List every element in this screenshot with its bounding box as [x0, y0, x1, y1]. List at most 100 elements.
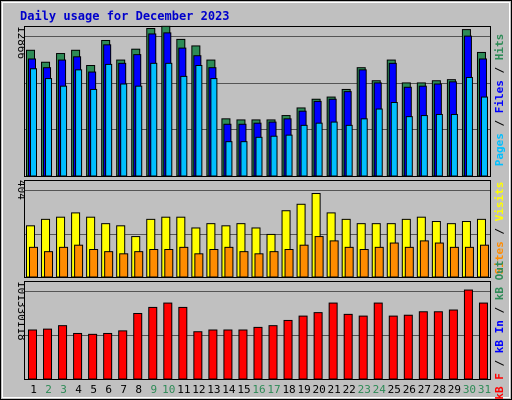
- hits-bar-pages-day-6: [105, 63, 113, 177]
- kbytes-bar-kb-f-day-8: [133, 312, 143, 380]
- hits-bar-pages-day-7: [120, 83, 128, 177]
- visits-bar-sites-day-10: [164, 249, 174, 278]
- hits-bar-pages-day-26: [405, 116, 413, 177]
- hits-bar-pages-day-9: [150, 62, 158, 177]
- day-label-18: 18: [282, 383, 295, 396]
- hits-bar-pages-day-4: [75, 69, 83, 177]
- visits-bar-sites-day-22: [344, 246, 354, 278]
- day-label-17: 17: [267, 383, 280, 396]
- visits-bar-sites-day-8: [134, 251, 144, 278]
- kbytes-bar-kb-f-day-1: [28, 329, 37, 380]
- hits-bar-pages-day-23: [360, 118, 368, 177]
- hits-bar-pages-day-19: [300, 124, 308, 177]
- day-label-6: 6: [105, 383, 112, 396]
- chart-title: Daily usage for December 2023: [20, 9, 230, 23]
- visits-bar-sites-day-5: [89, 249, 99, 278]
- visits-bar-sites-day-9: [149, 249, 159, 278]
- visits-bar-sites-day-6: [104, 251, 114, 278]
- day-label-3: 3: [60, 383, 67, 396]
- day-label-24: 24: [373, 383, 387, 396]
- visits-bar-sites-day-12: [194, 253, 204, 278]
- kbytes-bar-kb-f-day-15: [238, 329, 248, 380]
- hits-bar-pages-day-3: [60, 85, 68, 177]
- visits-bar-sites-day-29: [449, 246, 459, 278]
- hits-bar-pages-day-22: [345, 124, 353, 177]
- kbytes-bar-kb-f-day-3: [58, 325, 68, 380]
- kbytes-bar-kb-f-day-23: [358, 315, 368, 380]
- visits-bar-sites-day-4: [74, 244, 84, 278]
- hits-bar-pages-day-13: [210, 78, 218, 177]
- kbytes-bar-kb-f-day-21: [328, 302, 338, 380]
- day-label-11: 11: [177, 383, 190, 396]
- day-label-31: 31: [478, 383, 491, 396]
- day-label-26: 26: [403, 383, 416, 396]
- kbytes-bar-kb-f-day-7: [118, 330, 128, 380]
- day-label-28: 28: [433, 383, 446, 396]
- visits-bar-sites-day-17: [269, 251, 279, 278]
- hits-bar-pages-day-30: [465, 76, 473, 177]
- visits-bar-sites-day-18: [284, 249, 294, 278]
- kbytes-bar-kb-f-day-11: [178, 306, 188, 380]
- kbytes-bar-kb-f-day-4: [73, 332, 83, 380]
- visits-bar-sites-day-31: [479, 244, 489, 278]
- visits-bar-sites-day-28: [434, 242, 444, 278]
- day-label-16: 16: [252, 383, 265, 396]
- hits-bar-pages-day-17: [270, 135, 278, 177]
- visits-bar-sites-day-7: [119, 253, 129, 278]
- visits-bar-sites-day-25: [389, 242, 399, 278]
- kbytes-bar-kb-f-day-29: [448, 309, 458, 380]
- visits-bar-sites-day-24: [374, 246, 384, 278]
- visits-bar-sites-day-30: [464, 246, 474, 278]
- visits-bar-sites-day-15: [239, 251, 249, 278]
- day-label-22: 22: [343, 383, 356, 396]
- visits-bar-sites-day-27: [419, 240, 429, 278]
- hits-bar-pages-day-24: [375, 108, 383, 177]
- hits-bar-pages-day-8: [135, 85, 143, 177]
- kbytes-bar-kb-f-day-25: [388, 315, 398, 380]
- day-label-21: 21: [328, 383, 341, 396]
- visits-bar-sites-day-23: [359, 249, 369, 278]
- kbytes-bar-kb-f-day-19: [298, 315, 308, 380]
- hits-bar-pages-day-27: [420, 115, 428, 177]
- hits-bar-pages-day-10: [165, 62, 173, 177]
- visits-bar-sites-day-19: [299, 244, 309, 278]
- kbytes-bar-kb-f-day-20: [313, 312, 323, 380]
- day-label-23: 23: [358, 383, 371, 396]
- kbytes-bar-kb-f-day-16: [253, 326, 263, 380]
- hits-bar-pages-day-14: [225, 141, 233, 177]
- hits-bar-pages-day-29: [450, 113, 458, 177]
- kbytes-bar-kb-f-day-14: [223, 329, 233, 380]
- day-label-7: 7: [120, 383, 127, 396]
- hits-bar-pages-day-15: [240, 141, 248, 177]
- day-label-25: 25: [388, 383, 401, 396]
- visits-bar-sites-day-1: [29, 246, 38, 278]
- visits-bar-sites-day-11: [179, 246, 189, 278]
- hits-bar-pages-day-2: [45, 78, 53, 177]
- day-label-14: 14: [222, 383, 236, 396]
- day-label-12: 12: [192, 383, 205, 396]
- kbytes-bar-kb-f-day-18: [283, 319, 293, 380]
- kbytes-side-label: kB F / kB In / kB Out: [493, 260, 506, 399]
- day-label-13: 13: [207, 383, 220, 396]
- hits-bar-pages-day-20: [315, 122, 323, 177]
- kbytes-bar-kb-f-day-22: [343, 313, 353, 380]
- kbytes-bar-kb-f-day-17: [268, 325, 278, 380]
- kbytes-bar-kb-f-day-13: [208, 329, 218, 380]
- day-label-15: 15: [237, 383, 250, 396]
- day-label-10: 10: [162, 383, 175, 396]
- hits-bar-pages-day-11: [180, 75, 188, 177]
- day-label-4: 4: [75, 383, 82, 396]
- kbytes-bar-kb-f-day-30: [463, 289, 473, 380]
- day-label-20: 20: [313, 383, 326, 396]
- kbytes-bar-kb-f-day-5: [88, 333, 98, 380]
- hits-bar-pages-day-1: [30, 68, 37, 177]
- kbytes-bar-kb-f-day-2: [43, 328, 53, 380]
- kbytes-bar-kb-f-day-24: [373, 302, 383, 380]
- hits-bar-pages-day-28: [435, 113, 443, 177]
- visits-bar-sites-day-14: [224, 246, 234, 278]
- hits-bar-pages-day-25: [390, 102, 398, 177]
- day-label-9: 9: [150, 383, 157, 396]
- day-label-2: 2: [45, 383, 52, 396]
- kbytes-bar-kb-f-day-26: [403, 314, 413, 380]
